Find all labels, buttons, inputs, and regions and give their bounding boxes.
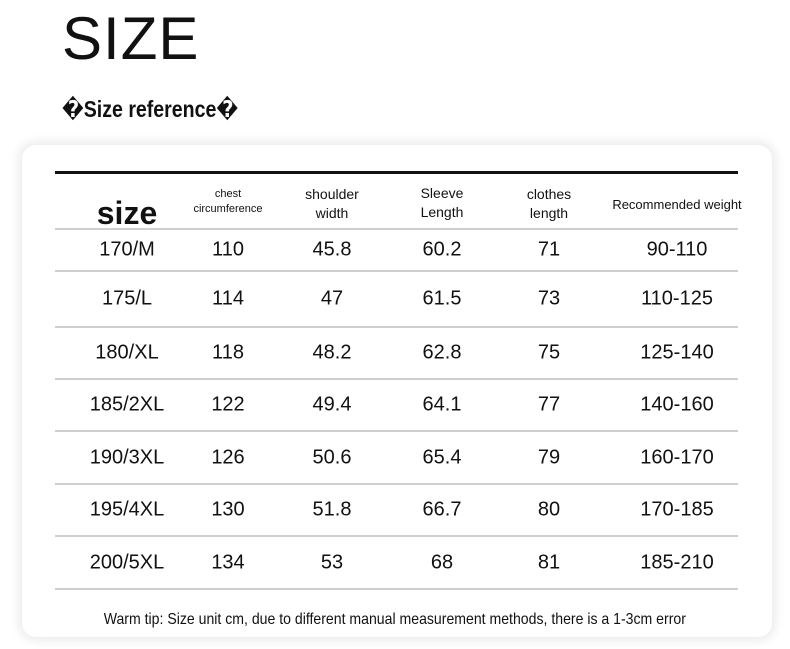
cell: 126 (211, 446, 245, 468)
cell: 53 (320, 551, 344, 573)
row-rule (55, 378, 738, 380)
cell: 75 (537, 341, 561, 364)
title: SIZE (62, 5, 200, 72)
cell: 61.5 (422, 287, 462, 310)
cell: 47 (320, 287, 344, 310)
row-rule (55, 430, 738, 432)
cell: 66.7 (422, 498, 462, 521)
cell: 62.8 (422, 341, 462, 364)
cell: 200/5XL (89, 551, 165, 573)
cell: 185/2XL (89, 393, 165, 416)
cell: 180/XL (95, 341, 159, 364)
column-header: clothes length (526, 186, 572, 221)
cell: 81 (537, 551, 561, 573)
column-header: chest circumference (193, 188, 263, 215)
cell: 118 (212, 341, 244, 364)
column-header: shoulder width (305, 186, 359, 221)
cell: 195/4XL (89, 498, 165, 521)
card (22, 145, 772, 637)
cell: 71 (537, 238, 561, 261)
row-rule (55, 483, 738, 485)
cell: 170/M (99, 238, 155, 261)
cell: 90-110 (646, 238, 708, 261)
row-rule (55, 228, 738, 230)
top-rule (55, 171, 738, 174)
cell: 185-210 (640, 551, 714, 573)
cell: 110-125 (641, 287, 713, 310)
cell: 73 (537, 287, 561, 310)
cell: 60.2 (422, 238, 462, 261)
cell: 50.6 (312, 446, 352, 468)
cell: 45.8 (312, 238, 352, 261)
column-header: size (96, 195, 158, 231)
cell: 68 (430, 551, 454, 573)
row-rule (55, 588, 738, 590)
cell: 114 (212, 287, 244, 310)
cell: 77 (537, 393, 561, 416)
cell: 130 (211, 498, 245, 521)
cell: 51.8 (312, 498, 352, 521)
tip-text: Warm tip: Size unit cm, due to different… (103, 611, 687, 628)
cell: 49.4 (312, 393, 352, 416)
cell: 170-185 (640, 498, 714, 521)
cell: 122 (211, 393, 245, 416)
cell: 64.1 (422, 393, 462, 416)
cell: 80 (537, 498, 561, 521)
row-rule (55, 326, 738, 328)
cell: 190/3XL (89, 446, 165, 468)
cell: 48.2 (312, 341, 352, 364)
cell: 134 (211, 551, 245, 573)
row-rule (55, 535, 738, 537)
cell: 79 (537, 446, 561, 468)
column-header: Sleeve Length (420, 185, 464, 220)
column-header: Recommended weight (612, 197, 742, 212)
row-rule (55, 270, 738, 272)
cell: 125-140 (640, 341, 714, 364)
tip: Warm tip: Size unit cm, due to different… (0, 611, 790, 629)
cell: 160-170 (640, 446, 714, 468)
subtitle: �Size reference� (62, 96, 239, 122)
cell: 110 (212, 238, 244, 261)
cell: 65.4 (422, 446, 462, 468)
cell: 140-160 (640, 393, 714, 416)
cell: 175/L (101, 287, 153, 310)
